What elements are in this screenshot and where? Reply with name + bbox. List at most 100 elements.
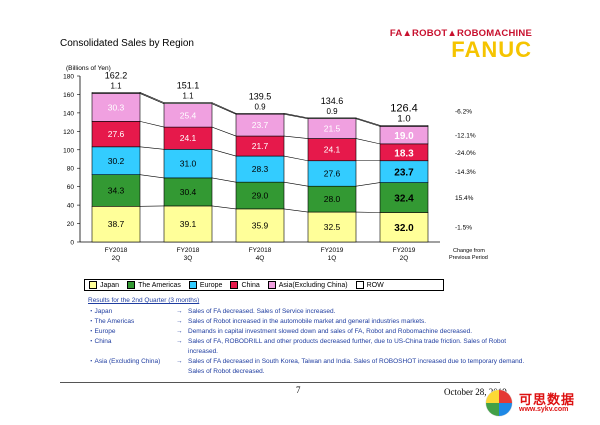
row-label: 0.9 xyxy=(326,107,338,116)
data-label: 28.3 xyxy=(252,164,269,174)
bar-segment-row xyxy=(307,117,357,119)
connector-line xyxy=(139,146,165,150)
bar-segment-the-americas xyxy=(91,174,141,207)
results-notes: Results for the 2nd Quarter (3 months) ・… xyxy=(88,296,528,377)
note-row: ・China → Sales of FA, ROBODRILL and other … xyxy=(88,337,528,357)
connector-line xyxy=(139,174,165,179)
connector-line xyxy=(211,103,237,115)
data-label: 25.4 xyxy=(180,110,197,120)
connector-line xyxy=(355,118,381,127)
connector-line xyxy=(211,149,237,157)
data-label: 30.4 xyxy=(180,187,197,197)
total-label: 139.5 xyxy=(249,91,272,101)
y-tick-label: 20 xyxy=(67,221,75,228)
data-label: 38.7 xyxy=(108,219,125,229)
y-tick-label: 160 xyxy=(63,92,74,99)
connector-line xyxy=(211,205,237,210)
row-label: 1.1 xyxy=(182,92,194,101)
connector-line xyxy=(283,113,309,119)
change-label: -1.5% xyxy=(455,225,472,232)
bar-segment-row xyxy=(163,102,213,104)
data-label: 27.6 xyxy=(108,129,125,139)
connector-line xyxy=(355,117,381,126)
watermark-url: www.sykv.com xyxy=(519,406,569,413)
x-tick-label: FY2018 xyxy=(177,247,200,254)
data-label: 29.0 xyxy=(252,191,269,201)
y-tick-label: 80 xyxy=(67,166,75,173)
y-tick-label: 0 xyxy=(70,240,74,247)
slide-title: Consolidated Sales by Region xyxy=(60,38,194,49)
legend-label: Japan xyxy=(100,281,120,289)
connector-line xyxy=(139,121,165,128)
y-axis-label: (Billions of Yen) xyxy=(66,65,111,72)
x-tick-label: 1Q xyxy=(328,255,337,262)
note-arrow: → xyxy=(176,328,183,335)
connector-line xyxy=(283,135,309,139)
total-change-label: -6.2% xyxy=(455,108,472,115)
note-arrow: → xyxy=(176,308,183,315)
connector-line xyxy=(283,181,309,187)
y-tick-label: 140 xyxy=(63,110,74,117)
bar-segment-europe xyxy=(91,146,141,175)
bar-segment-japan xyxy=(307,211,357,243)
note-text: Sales of FA decreased. Sales of Service … xyxy=(188,308,336,315)
bar-segment-japan xyxy=(379,212,429,243)
note-region: ・Asia (Excluding China) xyxy=(88,358,161,365)
bar-segment-china xyxy=(91,121,141,148)
x-tick-label: 3Q xyxy=(184,255,193,262)
legend-item: Japan xyxy=(89,281,119,289)
note-region: ・The Americas xyxy=(88,318,135,325)
x-tick-label: 4Q xyxy=(256,255,265,262)
connector-line xyxy=(211,177,237,183)
y-tick-label: 60 xyxy=(67,184,75,191)
note-arrow: → xyxy=(176,358,183,365)
x-tick-label: FY2018 xyxy=(249,247,272,254)
note-row: ・Japan → Sales of FA decreased. Sales of S… xyxy=(88,307,528,317)
connector-line xyxy=(355,138,381,145)
bar-segment-the-americas xyxy=(307,185,357,213)
note-region: ・Europe xyxy=(88,328,116,335)
connector-line xyxy=(283,155,309,162)
connector-line xyxy=(283,113,309,119)
page-number: 7 xyxy=(296,385,301,395)
note-text: Sales of FA, ROBODRILL and other product… xyxy=(188,338,507,355)
note-text: Sales of Robot increased in the automobi… xyxy=(188,318,427,325)
total-label: 151.1 xyxy=(177,81,200,91)
data-label: 39.1 xyxy=(180,219,197,229)
legend-label: Asia(Excluding China) xyxy=(278,281,348,289)
watermark-text: 可思数据 xyxy=(519,392,576,407)
legend-item: The Americas xyxy=(127,281,181,289)
connector-line xyxy=(211,126,237,137)
change-label: -14.3% xyxy=(455,169,476,176)
data-label: 30.2 xyxy=(108,156,125,166)
data-label: 24.1 xyxy=(180,133,197,143)
x-tick-label: 2Q xyxy=(112,255,121,262)
note-region: ・China xyxy=(88,338,112,345)
y-tick-label: 180 xyxy=(63,74,74,81)
legend-item: Europe xyxy=(188,281,222,289)
data-label: 34.3 xyxy=(108,185,125,195)
bar-segment-row xyxy=(379,125,429,127)
watermark-logo-icon xyxy=(485,389,513,417)
note-row: ・The Americas → Sales of Robot increased i… xyxy=(88,317,528,327)
data-label: 28.0 xyxy=(324,194,341,204)
change-header: Change from xyxy=(453,248,485,254)
bar-segment-asia-excluding-china- xyxy=(91,93,141,122)
legend-swatch xyxy=(89,281,97,289)
data-label: 32.4 xyxy=(394,194,414,205)
change-label: -12.1% xyxy=(455,133,476,140)
bar-segment-japan xyxy=(235,208,285,243)
y-tick-label: 120 xyxy=(63,129,74,136)
legend-item: China xyxy=(230,281,260,289)
legend-label: The Americas xyxy=(138,281,181,289)
legend-label: ROW xyxy=(366,281,384,289)
data-label: 27.6 xyxy=(324,168,341,178)
legend-swatch xyxy=(267,281,276,289)
legend-swatch xyxy=(188,281,197,289)
data-label: 19.0 xyxy=(394,131,414,142)
footer-date: October 28, 2019 xyxy=(444,387,507,397)
chart-legend: Japan The Americas Europe China Asia(Excludi… xyxy=(84,279,444,291)
data-label: 35.9 xyxy=(252,220,269,230)
total-label: 126.4 xyxy=(390,102,418,114)
